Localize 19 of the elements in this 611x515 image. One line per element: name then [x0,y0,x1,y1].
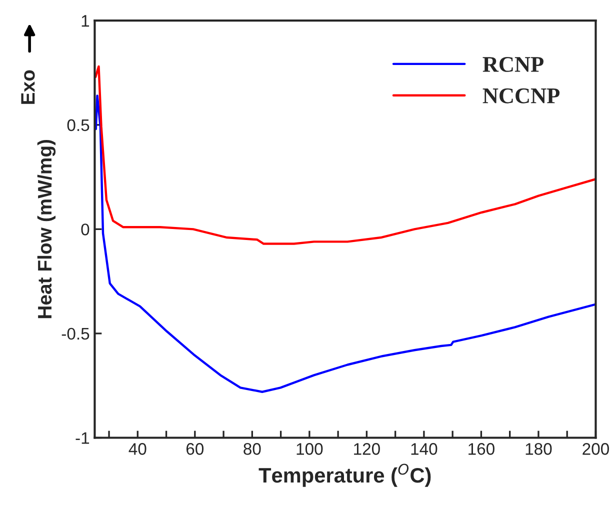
y-tick-label: 1 [82,15,90,27]
legend-label: RCNP [482,56,544,72]
y-tick-label: -0.5 [62,328,90,340]
legend-label: NCCNP [482,88,560,104]
x-axis-title: Temperature ($^{O}$C) [258,464,431,487]
x-tick-label: 160 [468,443,494,455]
y-tick-label: 0.5 [67,119,90,132]
x-tick-label: 200 [582,443,609,455]
x-tick-label: 140 [411,443,438,455]
y-axis-title: Heat Flow (mW/mg) [37,140,56,318]
y-tick-label: -1 [76,432,90,444]
x-tick-label: 40 [128,443,146,455]
x-tick-label: 100 [296,443,323,455]
x-tick-label: 60 [186,443,204,455]
x-tick-label: 80 [244,443,261,455]
y-tick-label: 0 [81,224,90,236]
x-tick-label: 120 [354,443,380,455]
text: Exo [21,70,35,104]
x-tick-label: 180 [526,443,552,455]
